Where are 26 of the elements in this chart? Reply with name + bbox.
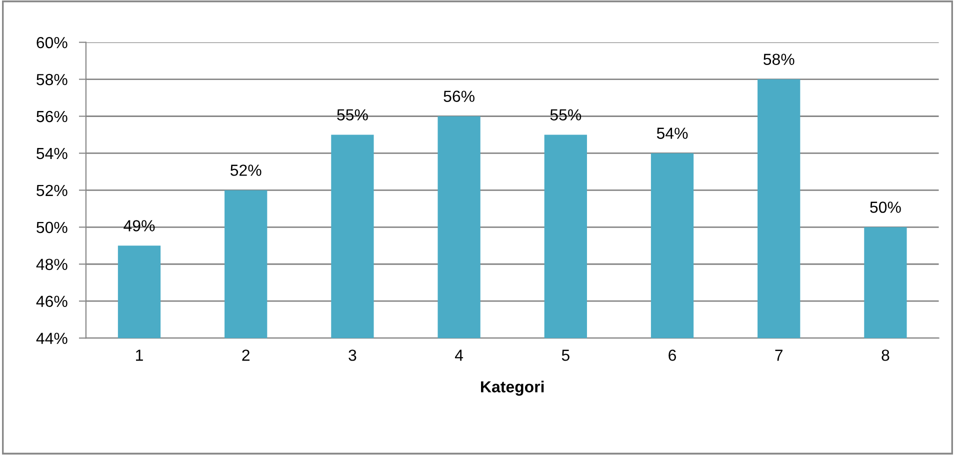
y-tick-label: 52% [36, 184, 68, 196]
x-tick-label: 3 [348, 350, 356, 361]
data-label: 52% [230, 164, 262, 176]
data-label: 54% [656, 128, 688, 139]
y-tick-label: 50% [36, 222, 68, 234]
data-label: 50% [870, 202, 901, 213]
data-label: 55% [337, 109, 368, 120]
x-tick-label: 8 [882, 350, 890, 361]
data-label: 58% [764, 54, 794, 66]
y-tick-label: 46% [36, 296, 68, 308]
y-tick-label: 60% [36, 36, 68, 48]
x-tick-label: 1 [136, 350, 143, 361]
x-tick-label: 6 [668, 350, 676, 361]
x-tick-label: 7 [775, 350, 782, 361]
data-label: 56% [444, 90, 474, 102]
y-tick-label: 54% [36, 148, 68, 160]
x-tick-label: 5 [562, 350, 570, 361]
y-tick-label: 48% [36, 258, 68, 270]
data-label: 55% [550, 109, 582, 120]
y-tick-label: 44% [36, 332, 68, 344]
data-label: 49% [124, 220, 155, 232]
x-tick-label: 4 [454, 350, 464, 361]
y-tick-label: 56% [36, 110, 68, 122]
x-axis-title: Kategori [481, 380, 544, 396]
y-tick-label: 58% [36, 74, 68, 86]
x-tick-label: 2 [242, 350, 250, 361]
